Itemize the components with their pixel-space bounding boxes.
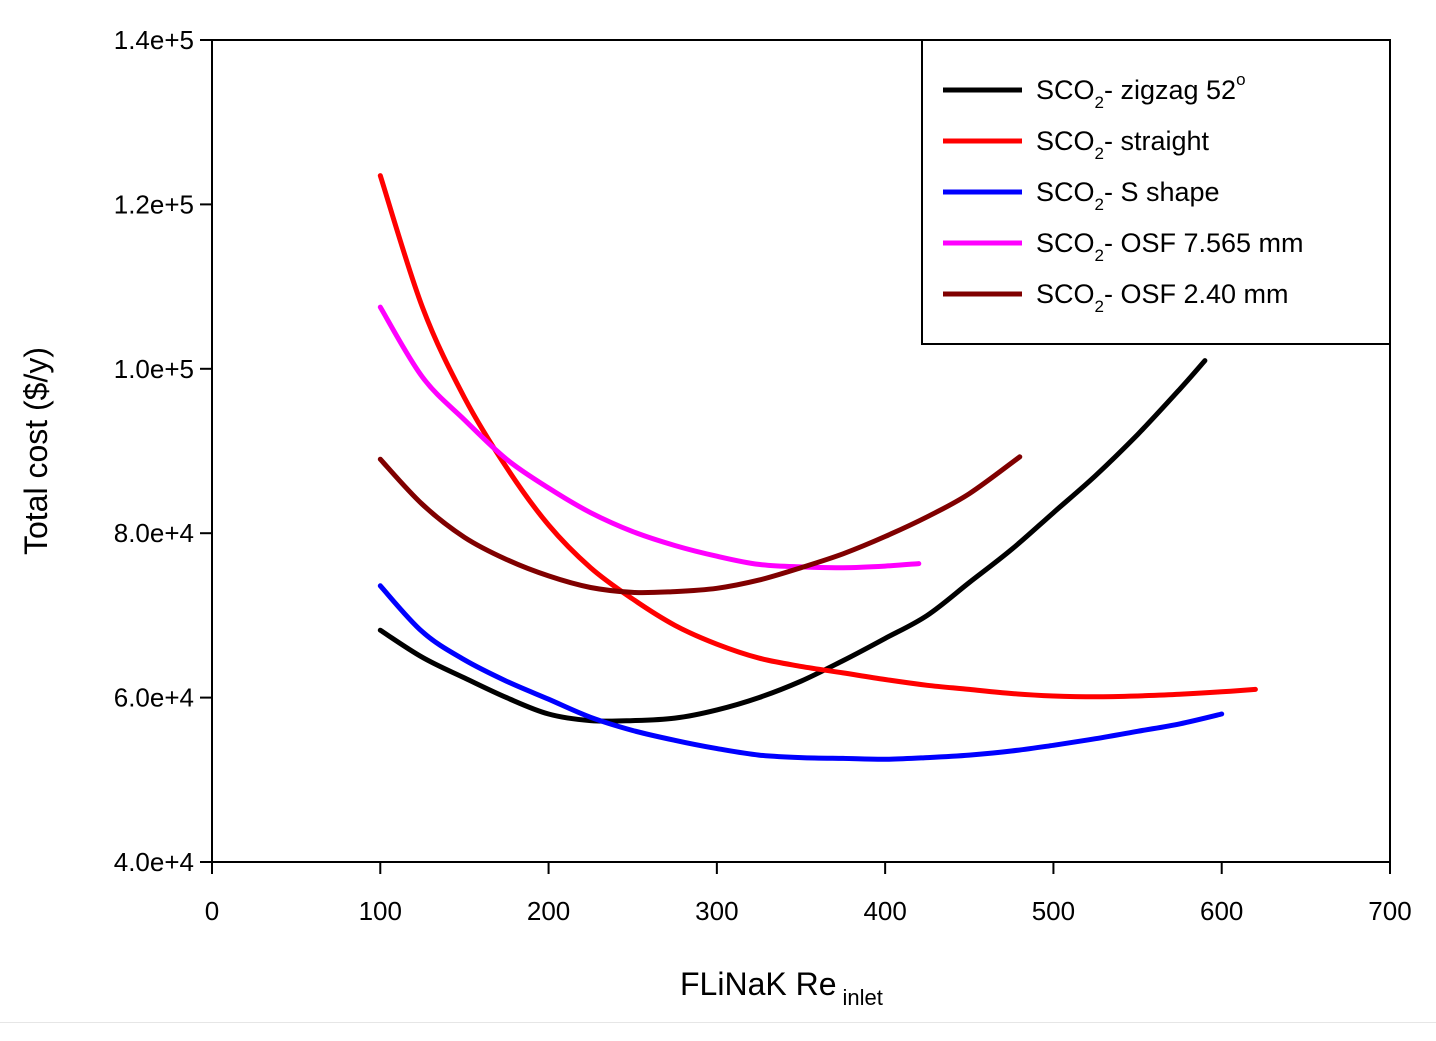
y-axis-title: Total cost ($/y) — [18, 347, 54, 555]
y-tick-label: 1.2e+5 — [114, 189, 194, 219]
x-tick-label: 200 — [527, 896, 570, 926]
x-axis-title-main: FLiNaK Re — [680, 966, 837, 1002]
y-tick-label: 6.0e+4 — [114, 683, 194, 713]
y-tick-label: 1.0e+5 — [114, 354, 194, 384]
plot-frame — [211, 39, 1391, 863]
series-layer — [377, 173, 1258, 762]
series-line-1 — [377, 358, 1208, 724]
legend-label-prefix: SCO — [1036, 126, 1095, 156]
legend-label-subscript: 2 — [1095, 195, 1104, 214]
page-bottom-rule — [0, 1022, 1436, 1023]
x-tick-label: 700 — [1368, 896, 1411, 926]
series-line-2 — [377, 173, 1258, 700]
x-tick-label: 600 — [1200, 896, 1243, 926]
y-axis: 4.0e+4 6.0e+4 8.0e+4 1.0e+5 1.2e+5 1.4e+5 — [114, 25, 212, 877]
x-tick-label: 0 — [205, 896, 219, 926]
legend-label-4: SCO2- OSF 7.565 mm — [1036, 228, 1304, 265]
y-tick-label: 1.4e+5 — [114, 25, 194, 55]
legend-label-superscript: o — [1236, 70, 1245, 89]
x-tick-label: 500 — [1032, 896, 1075, 926]
x-axis: 0 100 200 300 400 500 600 700 — [205, 862, 1412, 926]
legend-label-rest: - OSF 2.40 mm — [1104, 279, 1289, 309]
x-tick-label: 300 — [695, 896, 738, 926]
x-axis-title: FLiNaK Re inlet — [680, 966, 883, 1010]
series-line-5 — [377, 454, 1023, 596]
legend-label-subscript: 2 — [1095, 246, 1104, 265]
legend-label-prefix: SCO — [1036, 279, 1095, 309]
legend-label-2: SCO2- straight — [1036, 126, 1210, 163]
x-tick-label: 100 — [359, 896, 402, 926]
legend-label-1: SCO2- zigzag 52o — [1036, 70, 1246, 112]
legend-label-3: SCO2- S shape — [1036, 177, 1220, 214]
legend-label-rest: - OSF 7.565 mm — [1104, 228, 1304, 258]
y-tick-label: 8.0e+4 — [114, 518, 194, 548]
legend-label-rest: - zigzag 52 — [1104, 75, 1236, 105]
x-axis-title-subscript: inlet — [843, 985, 883, 1010]
legend-label-prefix: SCO — [1036, 75, 1095, 105]
series-line-4 — [377, 304, 922, 571]
legend-label-subscript: 2 — [1095, 297, 1104, 316]
series-line-3 — [377, 583, 1225, 762]
legend-label-rest: - S shape — [1104, 177, 1220, 207]
legend-label-subscript: 2 — [1095, 144, 1104, 163]
x-tick-label: 400 — [863, 896, 906, 926]
legend-label-subscript: 2 — [1095, 93, 1104, 112]
legend-label-rest: - straight — [1104, 126, 1210, 156]
legend-label-prefix: SCO — [1036, 228, 1095, 258]
legend-label-prefix: SCO — [1036, 177, 1095, 207]
y-tick-label: 4.0e+4 — [114, 847, 194, 877]
legend-label-5: SCO2- OSF 2.40 mm — [1036, 279, 1289, 316]
